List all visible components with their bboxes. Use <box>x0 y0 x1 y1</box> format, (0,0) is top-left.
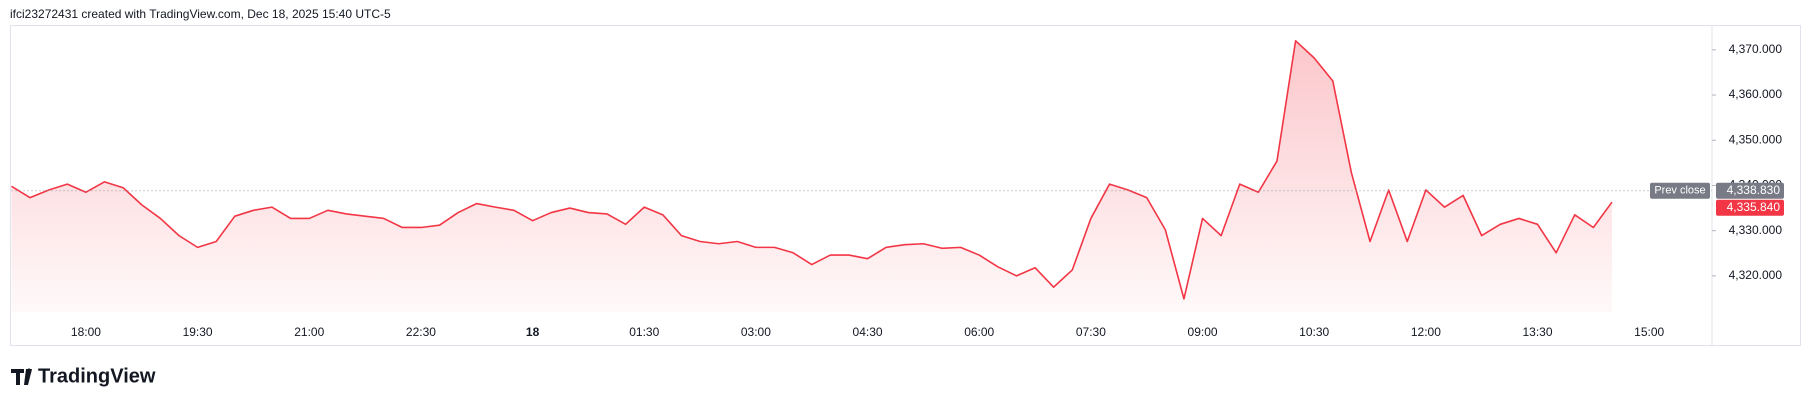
logo: TradingView <box>11 365 156 387</box>
y-tick-label: 4,350.000 <box>1729 132 1783 146</box>
prev-close-price-badge <box>1716 182 1784 199</box>
x-tick-label: 09:00 <box>1188 325 1218 339</box>
chart-frame <box>10 25 1801 346</box>
x-tick-label: 21:00 <box>294 325 324 339</box>
x-tick-label: 18:00 <box>71 325 101 339</box>
x-tick-label: 19:30 <box>183 325 213 339</box>
x-tick-label: 13:30 <box>1523 325 1553 339</box>
prev-close-badge <box>1650 182 1710 199</box>
x-tick-label: 06:00 <box>964 325 994 339</box>
y-tick-label: 4,360.000 <box>1729 87 1783 101</box>
x-tick-label: 18 <box>526 325 540 339</box>
area <box>11 40 1612 312</box>
x-tick-label: 04:30 <box>853 325 883 339</box>
x-tick-label: 10:30 <box>1299 325 1329 339</box>
prev-close-value: 4,338.830 <box>1727 183 1781 197</box>
last-price-badge <box>1716 199 1784 216</box>
x-tick-label: 07:30 <box>1076 325 1106 339</box>
x-tick-label: 01:30 <box>629 325 659 339</box>
y-tick-label: 4,330.000 <box>1729 223 1783 237</box>
x-tick-label: 12:00 <box>1411 325 1441 339</box>
header-text: ifci23272431 created with TradingView.co… <box>10 7 391 21</box>
y-tick-label: 4,370.000 <box>1729 42 1783 56</box>
prev-close-label: Prev close <box>1654 185 1705 197</box>
logo-text: TradingView <box>38 365 156 387</box>
last-price-label: 4,335.840 <box>1727 200 1781 214</box>
x-tick-label: 22:30 <box>406 325 436 339</box>
x-tick-label: 03:00 <box>741 325 771 339</box>
price-line <box>11 40 1613 300</box>
x-tick-label: 15:00 <box>1634 325 1664 339</box>
y-tick-label: 4,320.000 <box>1729 268 1783 282</box>
